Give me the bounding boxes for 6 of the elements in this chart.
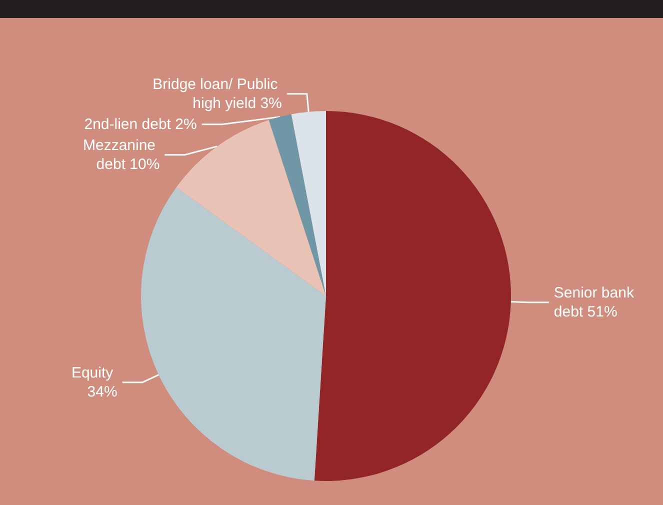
slice-label: Mezzanine debt 10% <box>82 136 160 173</box>
slice-label: Equity <box>71 364 118 382</box>
slice-label: 2nd-lien debt 2% <box>84 116 197 133</box>
slice-label: Bridge loan/ Public high yield 3% <box>152 76 282 112</box>
data-label: 34% <box>87 383 118 400</box>
slice-label: Senior bank debt 51% <box>554 284 638 320</box>
